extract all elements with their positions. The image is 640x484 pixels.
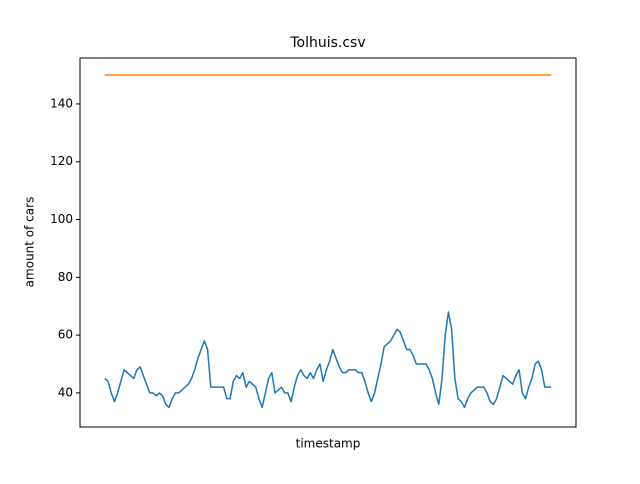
y-tick-label: 100 [50, 212, 73, 226]
chart-title: Tolhuis.csv [289, 35, 365, 51]
y-axis-label: amount of cars [23, 197, 37, 288]
data-line [104, 311, 552, 409]
y-tick-label: 80 [58, 270, 73, 284]
plot-frame [79, 57, 577, 428]
y-tick-label: 60 [58, 328, 73, 342]
y-tick-label: 40 [58, 385, 73, 399]
x-axis-label: timestamp [296, 437, 361, 451]
y-tick-label: 140 [50, 96, 73, 110]
y-tick-label: 120 [50, 154, 73, 168]
